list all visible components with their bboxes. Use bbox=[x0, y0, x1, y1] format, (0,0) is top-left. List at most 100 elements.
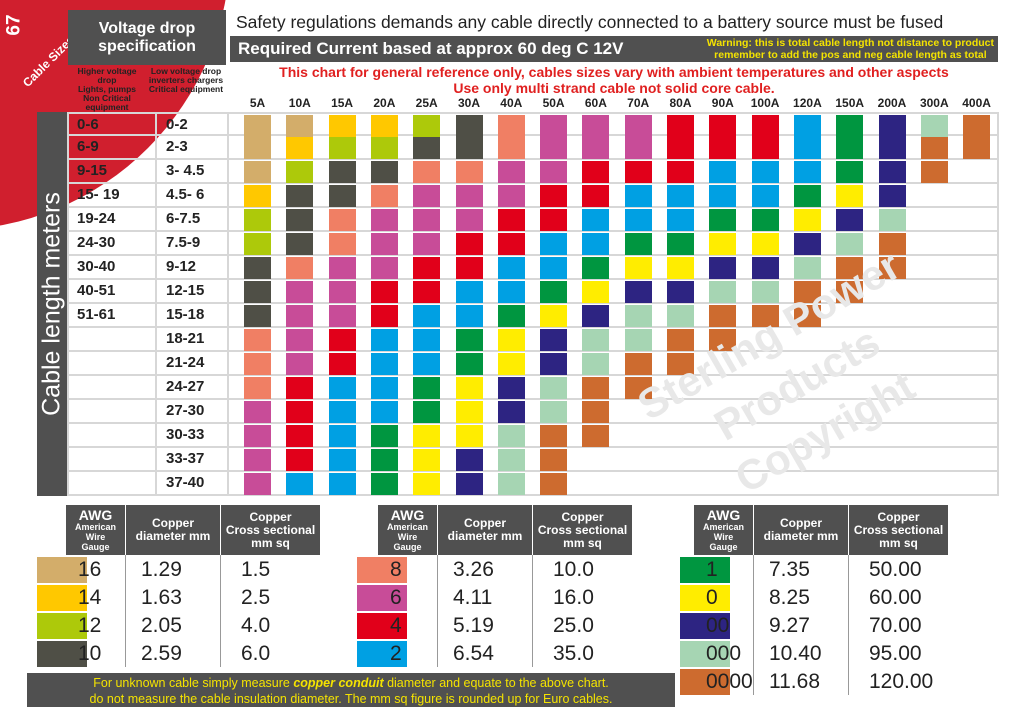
awg-swatch-25A-awg-0 bbox=[413, 425, 441, 447]
length-row: 6-9 2-3 bbox=[68, 136, 998, 160]
awg-value: 2 bbox=[390, 642, 402, 665]
awg-swatch-15A-awg-4 bbox=[328, 329, 356, 351]
higher-drop-line: Non Critical bbox=[83, 93, 131, 103]
reference-line: Use only multi strand cable not solid co… bbox=[453, 80, 775, 96]
awg-swatch-150A-awg-0 bbox=[836, 185, 864, 207]
awg-swatch-15A-awg-6 bbox=[328, 257, 356, 279]
awg-swatch-20A-awg-6 bbox=[370, 209, 398, 231]
higher-drop-length: 6-9 bbox=[77, 138, 99, 155]
cross-section-column-header: Copper Cross sectional mm sq bbox=[221, 505, 320, 555]
awg-swatch-120A-awg-2 bbox=[793, 161, 821, 183]
awg-color-swatch bbox=[680, 585, 730, 611]
awg-swatch-5A-awg-8 bbox=[244, 353, 271, 375]
awg-swatch-5A-awg-8 bbox=[244, 329, 271, 351]
low-drop-length: 21-24 bbox=[166, 354, 205, 371]
length-row: 27-30 bbox=[68, 400, 998, 424]
awg-swatch-30A-awg-2 bbox=[455, 305, 483, 327]
awg-swatch-15A-awg-2 bbox=[328, 425, 356, 447]
awg-swatch-70A-awg-6 bbox=[624, 137, 652, 159]
awg-swatch-70A-awg-6 bbox=[624, 115, 652, 137]
cross-section-value: 50.00 bbox=[869, 558, 922, 581]
awg-swatch-120A-awg-00 bbox=[793, 233, 821, 255]
awg-swatch-10A-awg-2 bbox=[286, 473, 314, 495]
awg-swatch-25A-awg-8 bbox=[413, 161, 441, 183]
awg-color-swatch bbox=[680, 557, 730, 583]
awg-header-sub: Gauge bbox=[393, 542, 422, 552]
awg-swatch-80A-awg-0000 bbox=[667, 329, 694, 351]
awg-swatch-200A-awg-00 bbox=[878, 161, 906, 183]
awg-header-sub: Wire bbox=[397, 532, 418, 542]
higher-drop-length: 40-51 bbox=[77, 282, 116, 299]
awg-swatch-30A-awg-00 bbox=[455, 449, 483, 471]
legend-divider bbox=[848, 555, 849, 695]
diameter-value: 10.40 bbox=[769, 642, 822, 665]
awg-value: 10 bbox=[78, 642, 102, 665]
cross-section-value: 10.0 bbox=[553, 558, 594, 581]
length-row: 33-37 bbox=[68, 448, 998, 472]
current-header: 5A bbox=[249, 96, 266, 110]
warning-line: remember to add the pos and neg cable le… bbox=[714, 49, 987, 61]
awg-swatch-5A-awg-12 bbox=[244, 233, 271, 255]
current-header: 15A bbox=[331, 96, 354, 110]
awg-swatch-50A-awg-4 bbox=[540, 185, 568, 207]
reference-note: This chart for general reference only, c… bbox=[230, 64, 998, 96]
diameter-header-line: Copper bbox=[464, 516, 506, 530]
current-header: 200A bbox=[877, 96, 907, 110]
awg-swatch-400A-awg-0000 bbox=[963, 115, 991, 137]
cross-header-line: Copper bbox=[561, 509, 604, 524]
low-drop-length: 30-33 bbox=[166, 426, 205, 443]
low-drop-length: 27-30 bbox=[166, 402, 205, 419]
awg-swatch-10A-awg-6 bbox=[286, 353, 314, 375]
awg-swatch-200A-awg-00 bbox=[878, 185, 906, 207]
cross-header-line: mm sq bbox=[879, 535, 918, 550]
awg-swatch-15A-awg-2 bbox=[328, 377, 356, 399]
low-drop-length: 33-37 bbox=[166, 450, 205, 467]
awg-swatch-50A-awg-000 bbox=[540, 401, 568, 423]
current-header: 70A bbox=[627, 96, 650, 110]
awg-color-swatch bbox=[680, 669, 730, 695]
diameter-value: 7.35 bbox=[769, 558, 810, 581]
awg-value: 8 bbox=[390, 558, 402, 581]
diameter-value: 4.11 bbox=[453, 586, 493, 609]
cross-section-value: 35.0 bbox=[553, 642, 594, 665]
voltage-drop-header: Voltage drop specification bbox=[68, 10, 226, 65]
awg-header-label: AWG bbox=[390, 507, 425, 523]
awg-swatch-80A-awg-4 bbox=[667, 161, 694, 183]
length-row: 21-24 bbox=[68, 352, 998, 376]
awg-swatch-80A-awg-0 bbox=[667, 257, 694, 279]
awg-swatch-100A-awg-2 bbox=[751, 185, 779, 207]
length-row: 30-33 bbox=[68, 424, 998, 448]
awg-swatch-60A-awg-4 bbox=[582, 161, 610, 183]
awg-swatch-50A-awg-0 bbox=[540, 305, 568, 327]
awg-swatch-80A-awg-2 bbox=[667, 209, 694, 231]
cross-header-line: Cross sectional bbox=[225, 522, 316, 537]
cable-length-label: Cable length meters bbox=[37, 192, 66, 416]
higher-drop-length: 0-6 bbox=[77, 116, 99, 133]
awg-swatch-70A-awg-2 bbox=[624, 185, 652, 207]
grid-divider bbox=[155, 112, 157, 496]
cross-section-value: 2.5 bbox=[241, 586, 271, 609]
awg-swatch-60A-awg-000 bbox=[582, 329, 610, 351]
awg-swatch-30A-awg-10 bbox=[455, 115, 483, 137]
awg-swatch-150A-awg-0000 bbox=[836, 257, 864, 279]
awg-value: 6 bbox=[390, 586, 402, 609]
page-number: 67 bbox=[3, 14, 25, 36]
awg-swatch-80A-awg-4 bbox=[667, 115, 694, 137]
awg-swatch-5A-awg-16 bbox=[244, 137, 271, 159]
awg-column-header: AWG American Wire Gauge bbox=[66, 505, 125, 555]
awg-swatch-30A-awg-6 bbox=[455, 209, 483, 231]
awg-swatch-70A-awg-000 bbox=[624, 329, 652, 351]
low-drop-line: inverters chargers bbox=[148, 75, 224, 85]
awg-swatch-15A-awg-10 bbox=[328, 185, 356, 207]
awg-swatch-10A-awg-10 bbox=[286, 185, 314, 207]
awg-swatch-120A-awg-2 bbox=[793, 137, 821, 159]
higher-drop-length: 19-24 bbox=[77, 210, 116, 227]
awg-swatch-25A-awg-2 bbox=[413, 329, 441, 351]
awg-swatch-200A-awg-0000 bbox=[878, 233, 906, 255]
current-header: 20A bbox=[373, 96, 396, 110]
awg-swatch-50A-awg-0000 bbox=[540, 473, 568, 495]
footnote-text: diameter and equate to the above chart. bbox=[383, 676, 609, 690]
awg-header-sub: Gauge bbox=[81, 542, 110, 552]
awg-swatch-40A-awg-2 bbox=[497, 257, 525, 279]
awg-color-swatch bbox=[37, 641, 87, 667]
